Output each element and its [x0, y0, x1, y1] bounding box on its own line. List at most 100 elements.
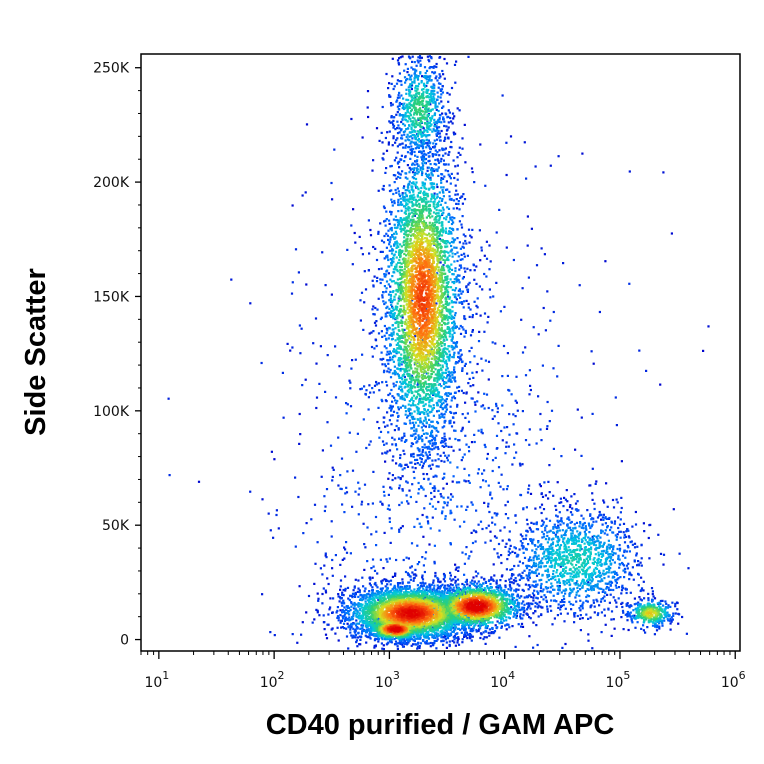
- event-dot: [398, 437, 401, 440]
- event-dot: [544, 596, 547, 599]
- event-dot: [584, 527, 588, 530]
- event-dot: [400, 114, 403, 117]
- event-dot: [407, 414, 410, 417]
- event-dot: [431, 153, 434, 156]
- event-dot: [447, 136, 450, 139]
- event-dot: [474, 570, 477, 573]
- event-dot: [445, 394, 449, 397]
- event-dot: [432, 404, 435, 407]
- event-dot: [387, 87, 390, 90]
- event-dot: [394, 174, 397, 177]
- event-dot: [341, 609, 344, 612]
- event-dot: [496, 407, 499, 410]
- event-dot: [414, 147, 417, 150]
- event-dot: [375, 544, 378, 547]
- event-dot: [521, 287, 524, 290]
- event-dot: [348, 431, 351, 434]
- event-dot: [588, 524, 591, 527]
- event-dot: [377, 268, 381, 271]
- event-dot: [453, 314, 457, 317]
- event-dot: [409, 578, 412, 581]
- event-dot: [501, 94, 504, 97]
- event-dot: [526, 606, 530, 609]
- event-dot: [350, 224, 353, 227]
- event-dot: [428, 55, 431, 58]
- event-dot: [420, 590, 423, 593]
- event-dot: [482, 479, 485, 482]
- event-dot: [589, 537, 592, 540]
- event-dot: [426, 144, 429, 147]
- event-dot: [445, 641, 448, 644]
- event-dot: [453, 366, 456, 369]
- event-dot: [422, 167, 425, 171]
- event-dot: [550, 599, 553, 602]
- event-dot: [627, 628, 630, 632]
- event-dot: [615, 581, 618, 584]
- event-dot: [541, 546, 544, 549]
- event-dot: [571, 513, 574, 516]
- event-dot: [463, 198, 467, 201]
- event-dot: [423, 582, 426, 585]
- event-dot: [461, 302, 464, 305]
- event-dot: [622, 569, 625, 572]
- event-dot: [396, 419, 399, 422]
- event-dot: [461, 582, 464, 586]
- event-dot: [443, 445, 446, 448]
- event-dot: [451, 237, 454, 240]
- event-dot: [397, 415, 400, 418]
- event-dot: [381, 250, 384, 253]
- event-dot: [411, 421, 414, 424]
- event-dot: [491, 459, 495, 462]
- event-dot: [417, 642, 420, 645]
- event-dot: [557, 537, 560, 540]
- event-dot: [411, 442, 415, 445]
- event-dot: [417, 424, 420, 427]
- event-dot: [396, 187, 399, 190]
- event-dot: [449, 405, 452, 408]
- event-dot: [417, 488, 421, 491]
- event-dot: [551, 541, 555, 544]
- event-dot: [626, 610, 629, 614]
- event-dot: [282, 416, 285, 419]
- event-dot: [439, 82, 442, 85]
- event-dot: [626, 615, 629, 618]
- event-dot: [356, 625, 359, 629]
- event-dot: [450, 579, 453, 582]
- event-dot: [528, 569, 531, 572]
- event-dot: [578, 533, 582, 536]
- event-dot: [385, 218, 388, 221]
- event-dot: [403, 124, 406, 127]
- event-dot: [396, 448, 399, 451]
- event-dot: [385, 643, 388, 646]
- event-dot: [544, 529, 547, 532]
- event-dot: [375, 127, 379, 130]
- event-dot: [444, 515, 447, 518]
- event-dot: [505, 628, 508, 631]
- event-dot: [453, 217, 456, 220]
- event-dot: [313, 503, 317, 506]
- event-dot: [388, 82, 391, 85]
- event-dot: [616, 533, 619, 536]
- event-dot: [371, 594, 374, 597]
- event-dot: [453, 301, 456, 304]
- event-dot: [416, 146, 419, 149]
- event-dot: [442, 116, 445, 119]
- event-dot: [461, 624, 464, 627]
- event-dot: [388, 472, 391, 475]
- event-dot: [349, 631, 352, 634]
- event-dot: [566, 500, 569, 503]
- event-dot: [436, 193, 439, 196]
- event-dot: [422, 156, 426, 159]
- event-dot: [316, 541, 319, 544]
- event-dot: [427, 465, 431, 468]
- event-dot: [414, 421, 417, 424]
- event-dot: [447, 370, 450, 373]
- event-dot: [442, 154, 445, 157]
- event-dot: [410, 565, 413, 568]
- event-dot: [518, 560, 521, 563]
- event-dot: [391, 372, 394, 375]
- event-dot: [381, 637, 384, 640]
- event-dot: [525, 564, 528, 567]
- event-dot: [507, 445, 510, 448]
- event-dot: [401, 118, 404, 121]
